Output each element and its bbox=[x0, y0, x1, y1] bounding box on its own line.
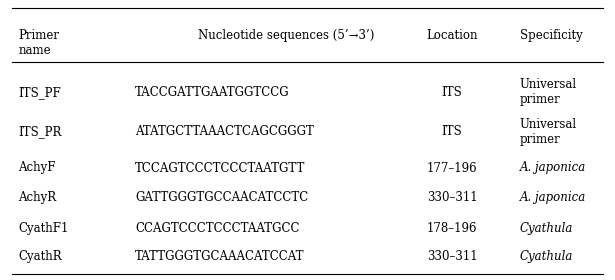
Text: A. japonica: A. japonica bbox=[520, 191, 586, 204]
Text: AchyF: AchyF bbox=[18, 162, 56, 174]
Text: Cyathula: Cyathula bbox=[520, 222, 573, 235]
Text: TACCGATTGAATGGTCCG: TACCGATTGAATGGTCCG bbox=[135, 86, 290, 99]
Text: Universal
primer: Universal primer bbox=[520, 78, 577, 106]
Text: Location: Location bbox=[426, 29, 478, 42]
Text: 330–311: 330–311 bbox=[427, 191, 477, 204]
Text: TCCAGTCCCTCCCTAATGTT: TCCAGTCCCTCCCTAATGTT bbox=[135, 162, 306, 174]
Text: ITS_PR: ITS_PR bbox=[18, 125, 62, 138]
Text: Primer
name: Primer name bbox=[18, 29, 60, 57]
Text: Specificity: Specificity bbox=[520, 29, 582, 42]
Text: ITS: ITS bbox=[442, 125, 462, 138]
Text: CyathR: CyathR bbox=[18, 250, 62, 263]
Text: CyathF1: CyathF1 bbox=[18, 222, 69, 235]
Text: GATTGGGTGCCAACATCCTC: GATTGGGTGCCAACATCCTC bbox=[135, 191, 309, 204]
Text: Nucleotide sequences (5’→3’): Nucleotide sequences (5’→3’) bbox=[198, 29, 374, 42]
Text: ITS: ITS bbox=[442, 86, 462, 99]
Text: ATATGCTTAAACTCAGCGGGT: ATATGCTTAAACTCAGCGGGT bbox=[135, 125, 314, 138]
Text: 330–311: 330–311 bbox=[427, 250, 477, 263]
Text: TATTGGGTGCAAACATCCAT: TATTGGGTGCAAACATCCAT bbox=[135, 250, 305, 263]
Text: A. japonica: A. japonica bbox=[520, 162, 586, 174]
Text: Universal
primer: Universal primer bbox=[520, 118, 577, 146]
Text: AchyR: AchyR bbox=[18, 191, 57, 204]
Text: 177–196: 177–196 bbox=[427, 162, 477, 174]
Text: Cyathula: Cyathula bbox=[520, 250, 573, 263]
Text: CCAGTCCCTCCCTAATGCC: CCAGTCCCTCCCTAATGCC bbox=[135, 222, 300, 235]
Text: 178–196: 178–196 bbox=[427, 222, 477, 235]
Text: ITS_PF: ITS_PF bbox=[18, 86, 62, 99]
